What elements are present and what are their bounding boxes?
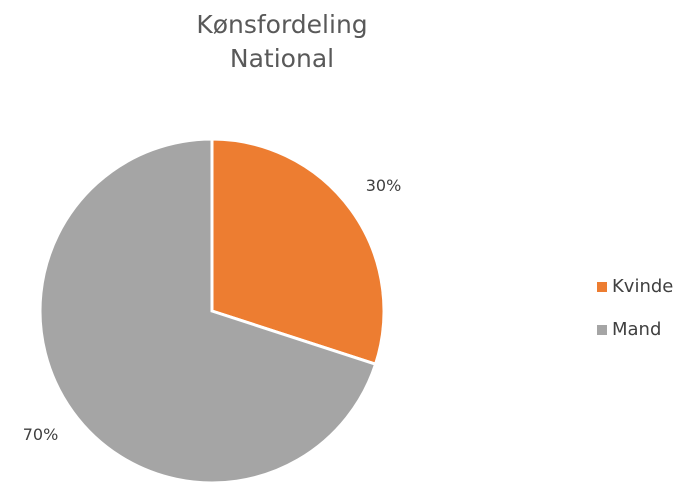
legend-swatch: [597, 325, 607, 335]
chart-title: Kønsfordeling: [196, 10, 367, 39]
legend-swatch: [597, 282, 607, 292]
pie-slice: [210, 137, 386, 367]
pie-slice: [38, 137, 378, 484]
chart-title: National: [230, 44, 334, 73]
data-label: 70%: [23, 425, 59, 444]
legend-label: Kvinde: [612, 276, 673, 297]
data-label: 30%: [366, 176, 402, 195]
legend-label: Mand: [612, 319, 661, 340]
